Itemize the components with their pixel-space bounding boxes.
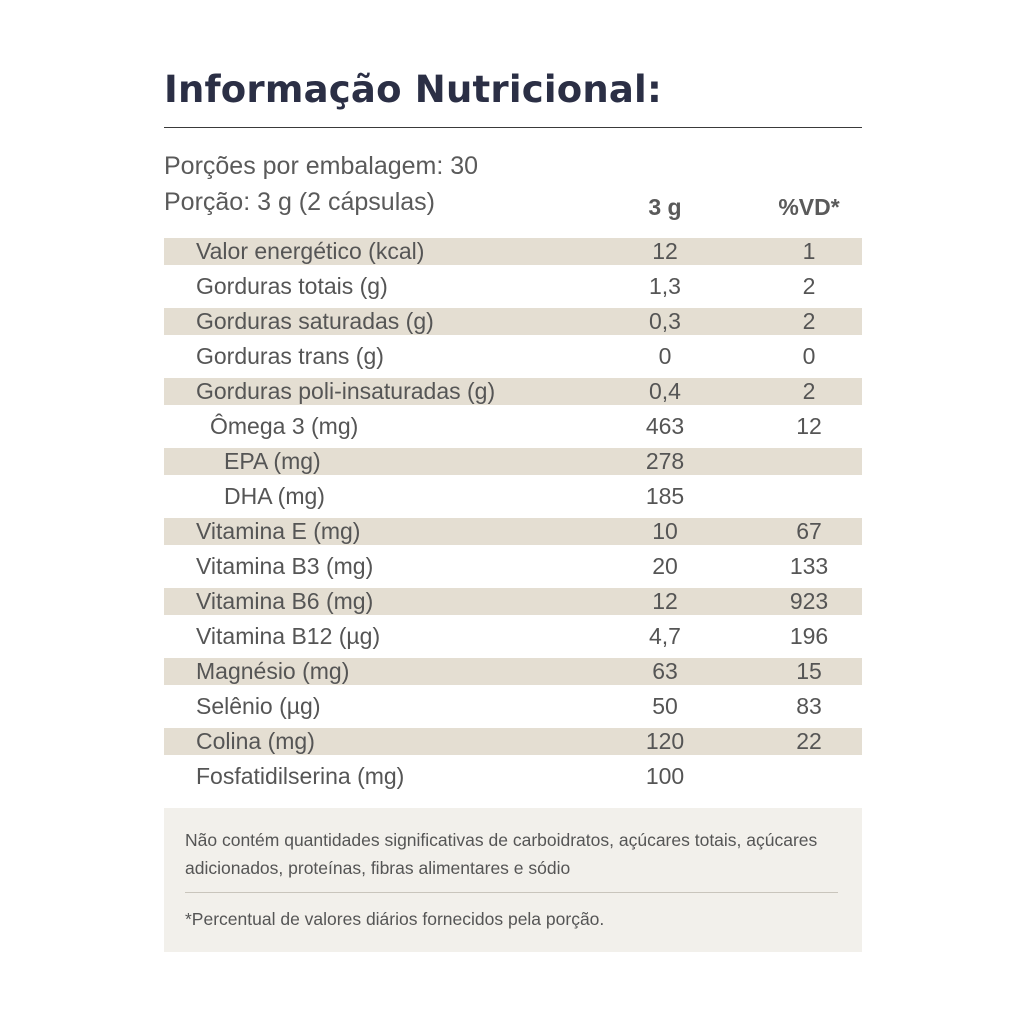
table-row: Gorduras saturadas (g) 0,3 2 [164,308,862,343]
row-band [164,308,862,335]
row-amount: 10 [652,518,678,544]
row-band [164,448,862,475]
row-amount: 0 [658,343,672,369]
table-row: Selênio (µg) 50 83 [164,693,862,728]
row-amount: 12 [652,238,678,264]
row-label: Vitamina B12 (µg) [196,623,381,649]
row-band [164,728,862,755]
row-label: Valor energético (kcal) [196,238,425,264]
row-amount: 100 [645,763,685,789]
row-amount: 4,7 [649,623,681,649]
table-row: Vitamina B6 (mg) 12 923 [164,588,862,623]
row-label: Gorduras poli-insaturadas (g) [196,378,496,404]
table-row: Gorduras trans (g) 0 0 [164,343,862,378]
row-label: EPA (mg) [224,448,321,474]
row-daily-value: 923 [789,588,829,614]
row-daily-value: 133 [789,553,829,579]
row-amount: 185 [645,483,685,509]
row-amount: 463 [645,413,685,439]
row-amount: 50 [652,693,678,719]
table-row: Vitamina B3 (mg) 20 133 [164,553,862,588]
row-daily-value: 12 [796,413,822,439]
row-label: Vitamina B6 (mg) [196,588,374,614]
row-amount: 63 [652,658,678,684]
table-row: Colina (mg) 120 22 [164,728,862,763]
row-daily-value: 83 [796,693,822,719]
row-band [164,588,862,615]
title-divider [164,127,862,128]
row-label: Vitamina B3 (mg) [196,553,374,579]
row-daily-value: 2 [802,273,816,299]
row-daily-value: 1 [802,238,816,264]
footnote-daily-value: *Percentual de valores diários fornecido… [185,909,605,929]
table-row: EPA (mg) 278 [164,448,862,483]
row-label: Gorduras trans (g) [196,343,384,369]
row-daily-value: 22 [796,728,822,754]
row-amount: 0,3 [649,308,681,334]
row-label: Colina (mg) [196,728,315,754]
servings-per-package: Porções por embalagem: 30 [164,152,479,180]
row-label: Gorduras saturadas (g) [196,308,434,334]
table-row: Gorduras totais (g) 1,3 2 [164,273,862,308]
column-header-daily-value: %VD* [778,194,840,220]
row-band [164,518,862,545]
row-amount: 278 [645,448,685,474]
table-row: Vitamina E (mg) 10 67 [164,518,862,553]
table-row: Magnésio (mg) 63 15 [164,658,862,693]
footnote-panel: Não contém quantidades significativas de… [164,808,862,952]
nutrition-table: Valor energético (kcal) 12 1 Gorduras to… [164,238,862,798]
row-amount: 20 [652,553,678,579]
table-row: Fosfatidilserina (mg) 100 [164,763,862,798]
row-daily-value: 2 [802,378,816,404]
row-label: Fosfatidilserina (mg) [196,763,405,789]
table-row: Valor energético (kcal) 12 1 [164,238,862,273]
table-row: Vitamina B12 (µg) 4,7 196 [164,623,862,658]
row-label: Ômega 3 (mg) [210,413,359,439]
table-row: DHA (mg) 185 [164,483,862,518]
row-daily-value: 0 [802,343,816,369]
row-daily-value: 67 [796,518,822,544]
row-label: Selênio (µg) [196,693,321,719]
row-daily-value: 2 [802,308,816,334]
serving-size: Porção: 3 g (2 cápsulas) [164,188,435,216]
row-amount: 12 [652,588,678,614]
table-row: Gorduras poli-insaturadas (g) 0,4 2 [164,378,862,413]
row-label: Gorduras totais (g) [196,273,388,299]
row-daily-value: 15 [796,658,822,684]
column-header-amount: 3 g [648,194,682,220]
row-label: Magnésio (mg) [196,658,350,684]
footnote-not-significant: Não contém quantidades significativas de… [185,830,818,878]
row-band [164,378,862,405]
row-label: DHA (mg) [224,483,325,509]
page-title: Informação Nutricional: [164,68,662,111]
row-band [164,658,862,685]
row-amount: 120 [645,728,685,754]
row-daily-value: 196 [789,623,829,649]
row-band [164,238,862,265]
footnote-divider [185,892,838,893]
row-amount: 1,3 [649,273,681,299]
row-amount: 0,4 [649,378,681,404]
table-row: Ômega 3 (mg) 463 12 [164,413,862,448]
row-label: Vitamina E (mg) [196,518,361,544]
